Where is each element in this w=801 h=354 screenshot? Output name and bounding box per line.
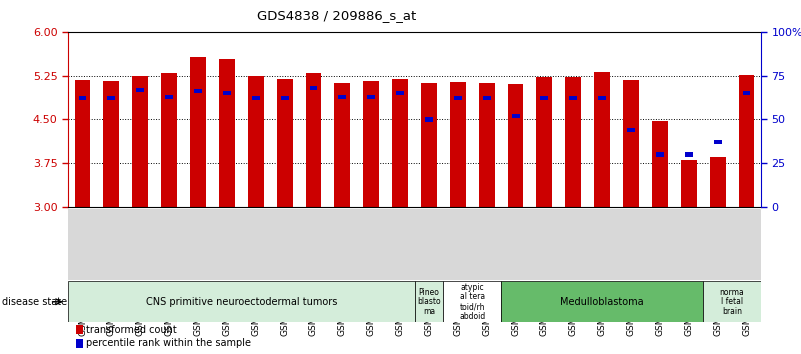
Text: percentile rank within the sample: percentile rank within the sample: [86, 338, 251, 348]
Bar: [78, 96, 87, 101]
Bar: [132, 76, 148, 207]
Bar: [598, 96, 606, 101]
Text: atypic
al tera
toid/rh
abdoid: atypic al tera toid/rh abdoid: [459, 283, 485, 321]
Bar: [703, 281, 761, 322]
Text: norma
l fetal
brain: norma l fetal brain: [720, 287, 744, 316]
Bar: [743, 91, 751, 95]
Bar: [566, 78, 582, 207]
Bar: [415, 281, 444, 322]
Text: Pineo
blasto
ma: Pineo blasto ma: [417, 287, 441, 316]
Bar: [739, 75, 755, 207]
Bar: [444, 281, 501, 322]
Bar: [68, 281, 415, 322]
Text: CNS primitive neuroectodermal tumors: CNS primitive neuroectodermal tumors: [146, 297, 337, 307]
Bar: [450, 82, 465, 207]
Bar: [681, 160, 697, 207]
Bar: [656, 153, 664, 156]
Bar: [252, 96, 260, 101]
Bar: [305, 73, 321, 207]
Text: transformed count: transformed count: [86, 325, 176, 335]
Bar: [194, 90, 202, 93]
Bar: [508, 84, 524, 207]
Bar: [714, 140, 722, 144]
Bar: [421, 83, 437, 207]
Bar: [501, 281, 703, 322]
Bar: [107, 96, 115, 101]
Bar: [338, 95, 346, 99]
Bar: [309, 86, 317, 90]
Text: Medulloblastoma: Medulloblastoma: [561, 297, 644, 307]
Bar: [685, 153, 693, 156]
Bar: [652, 121, 668, 207]
Bar: [396, 91, 404, 95]
Bar: [594, 72, 610, 207]
Bar: [74, 80, 91, 207]
Bar: [276, 79, 292, 207]
Bar: [103, 81, 119, 207]
Bar: [425, 118, 433, 121]
Bar: [512, 114, 520, 118]
Bar: [161, 73, 177, 207]
Bar: [623, 80, 639, 207]
Bar: [392, 79, 408, 207]
Bar: [248, 76, 264, 207]
Bar: [570, 96, 578, 101]
Bar: [334, 83, 350, 207]
Bar: [537, 78, 553, 207]
Text: disease state: disease state: [2, 297, 67, 307]
Bar: [364, 81, 379, 207]
Bar: [223, 91, 231, 95]
Bar: [219, 59, 235, 207]
Bar: [483, 96, 491, 101]
Bar: [136, 88, 144, 92]
Bar: [165, 95, 173, 99]
Bar: [367, 95, 375, 99]
Bar: [710, 157, 726, 207]
Bar: [627, 128, 635, 132]
Bar: [541, 96, 549, 101]
Bar: [280, 96, 288, 101]
Bar: [479, 83, 495, 207]
Bar: [190, 57, 206, 207]
Text: GDS4838 / 209886_s_at: GDS4838 / 209886_s_at: [257, 9, 416, 22]
Bar: [454, 96, 462, 101]
